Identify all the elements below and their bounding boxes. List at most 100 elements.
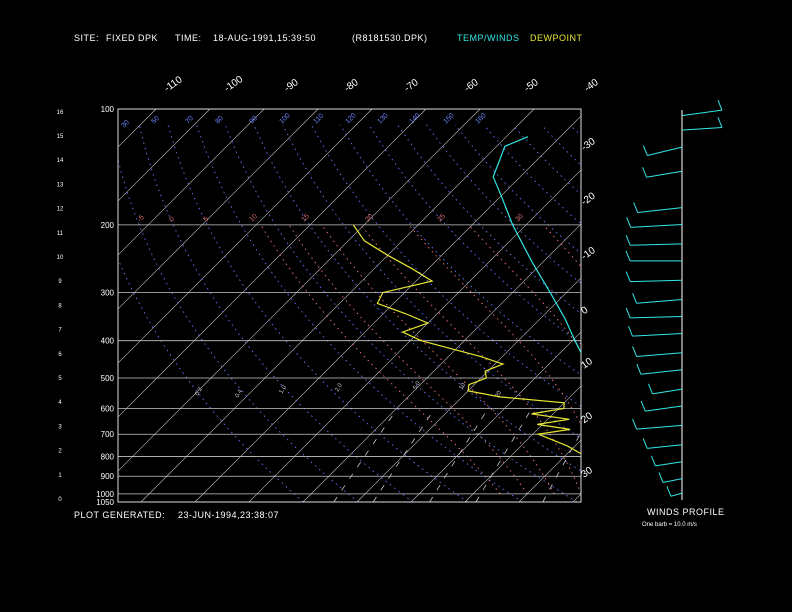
pressure-tick-label: 400 [101, 337, 115, 346]
height-tick-label: 0 [58, 497, 62, 503]
dry-adiabat-label: 90 [248, 115, 259, 126]
wind-barb-shaft [652, 388, 683, 395]
dry-adiabat-line [540, 124, 581, 166]
dry-adiabat-label: 80 [214, 115, 225, 126]
wind-barb-shaft [640, 369, 683, 375]
wind-barb-flag [642, 145, 648, 156]
height-tick-label: 3 [58, 424, 62, 430]
plot-generated-value: 23-JUN-1994,23:38:07 [178, 510, 280, 520]
dry-adiabat-line [512, 124, 581, 196]
isotherm-right-label: 0 [579, 305, 590, 317]
height-tick-label: 11 [57, 231, 64, 237]
dry-adiabat-line [118, 157, 359, 502]
temperature-profile-line [492, 136, 581, 354]
dry-adiabat-line [714, 125, 792, 502]
isotherm-line [118, 109, 481, 472]
site-value: FIXED DPK [106, 33, 159, 43]
dry-adiabat-line [599, 125, 792, 502]
wind-barb-flag [650, 455, 656, 467]
wind-barb-flag [633, 202, 639, 213]
wind-barb-flag [647, 383, 653, 395]
isotherm-line [118, 109, 265, 256]
wind-barb-flag [626, 217, 632, 228]
height-tick-label: 12 [57, 207, 64, 213]
moist-adiabat-line [260, 224, 501, 495]
mixing-ratio-label: 20 [495, 390, 504, 399]
moist-adiabat-line [629, 225, 689, 494]
dry-adiabat-label: 150 [442, 112, 455, 125]
mixing-ratio-label: 1.0 [279, 384, 289, 395]
isotherm-top-label: -80 [342, 77, 361, 95]
mixing-ratio-label: 5.0 [413, 380, 423, 391]
file-name: (R8181530.DPK) [352, 33, 428, 43]
isotherm-top-label: -50 [522, 77, 541, 95]
pressure-tick-label: 300 [101, 289, 115, 298]
wind-barb-flag [636, 364, 642, 375]
wind-barb-shaft [630, 279, 683, 283]
mixing-ratio-label: 2.0 [335, 382, 345, 393]
wind-barb-flag [642, 438, 648, 449]
wind-barb-flag [658, 472, 664, 483]
wind-barb-shaft [645, 405, 683, 412]
wind-barb-flag [628, 325, 633, 337]
height-tick-label: 2 [58, 449, 62, 455]
dry-adiabat-line [685, 125, 792, 502]
isotherm-line [118, 109, 373, 364]
wind-barb-shaft [632, 332, 683, 337]
wind-barb-shaft [636, 424, 683, 430]
mixing-ratio-line [598, 409, 646, 503]
isotherm-line [681, 109, 792, 502]
moist-adiabat-line [360, 224, 581, 495]
wind-barb-flag [666, 486, 672, 497]
dry-adiabat-label: 70 [184, 115, 195, 126]
wind-barb-flag [625, 271, 631, 282]
plot-generated-label: PLOT GENERATED: [74, 510, 166, 520]
moist-adiabat-label: 20 [364, 213, 375, 224]
height-tick-label: 16 [57, 110, 64, 116]
isotherm-line [0, 109, 102, 502]
wind-barb-shaft [655, 461, 683, 467]
dry-adiabat-line [368, 124, 581, 345]
pressure-tick-label: 200 [101, 221, 115, 230]
legend-temp-winds: TEMP/WINDS [457, 33, 520, 43]
isotherm-right-label: 10 [579, 356, 595, 372]
wind-barb-flag [640, 400, 646, 412]
isotherm-line [356, 277, 581, 502]
dry-adiabat-label: 140 [408, 112, 421, 125]
mixing-ratio-line [333, 408, 398, 502]
wind-barb-flag [717, 99, 723, 111]
isotherm-line [118, 109, 319, 310]
wind-barb-shaft [662, 478, 683, 483]
wind-barb-flag [632, 418, 638, 430]
dry-adiabat-label: 110 [312, 112, 325, 125]
dry-adiabat-label: 100 [278, 112, 291, 125]
wind-barb-shaft [646, 170, 683, 178]
wind-barb-flag [625, 307, 631, 319]
height-tick-label: 15 [57, 134, 64, 140]
moist-adiabat-label: 5 [202, 216, 210, 224]
moist-adiabat-line [542, 224, 581, 268]
dry-adiabat-line [483, 124, 581, 225]
wind-barb-shaft [636, 352, 683, 357]
isotherm-line [410, 331, 581, 502]
wind-barb-flag [625, 250, 631, 262]
wind-barb-shaft [630, 243, 683, 246]
dry-adiabat-line [397, 124, 581, 315]
dry-adiabat-line [742, 125, 792, 502]
isotherm-line [194, 115, 581, 502]
dewpoint-profile-line [352, 224, 581, 455]
wind-barb-shaft [630, 224, 683, 228]
isotherm-line [248, 169, 581, 502]
moist-adiabat-line [408, 224, 581, 426]
wind-barb-shaft [636, 299, 683, 304]
time-value: 18-AUG-1991,15:39:50 [213, 33, 317, 43]
time-label: TIME: [175, 33, 202, 43]
moist-adiabat-label: 15 [300, 213, 311, 224]
isotherm-line [118, 109, 427, 418]
wind-barb-flag [632, 293, 638, 304]
mixing-ratio-line [372, 408, 436, 502]
wind-barb-shaft [647, 444, 683, 449]
dry-adiabat-label: 30 [120, 119, 131, 130]
pressure-tick-label: 700 [101, 430, 115, 439]
height-tick-label: 7 [58, 328, 62, 334]
